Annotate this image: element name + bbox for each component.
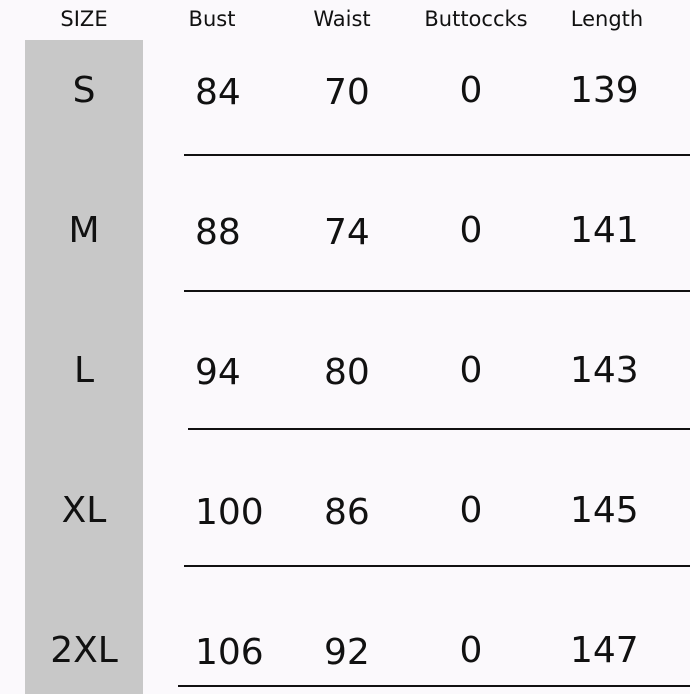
size-cell: M (68, 210, 99, 251)
table-cells: SIZE Bust Waist Buttoccks Length S 84 70 0 139 M 88… (50, 7, 643, 673)
waist-cell: 70 (324, 72, 370, 113)
column-header: Waist (313, 7, 370, 31)
column-header: Bust (189, 7, 236, 31)
bust-cell: 100 (195, 492, 264, 533)
waist-cell: 92 (324, 632, 370, 673)
bust-cell: 84 (195, 72, 241, 113)
buttocks-cell: 0 (460, 210, 483, 251)
waist-cell: 74 (324, 212, 370, 253)
size-cell: S (73, 70, 96, 111)
size-column-band (25, 40, 143, 694)
bust-cell: 94 (195, 352, 241, 393)
buttocks-cell: 0 (460, 630, 483, 671)
bust-cell: 88 (195, 212, 241, 253)
column-header: Buttoccks (424, 7, 527, 31)
length-cell: 145 (570, 490, 639, 531)
bust-cell: 106 (195, 632, 264, 673)
length-cell: 143 (570, 350, 639, 391)
size-cell: 2XL (50, 630, 118, 671)
length-cell: 147 (570, 630, 639, 671)
waist-cell: 80 (324, 352, 370, 393)
size-cell: XL (62, 490, 107, 531)
buttocks-cell: 0 (460, 70, 483, 111)
length-cell: 139 (570, 70, 639, 111)
buttocks-cell: 0 (460, 490, 483, 531)
buttocks-cell: 0 (460, 350, 483, 391)
length-cell: 141 (570, 210, 639, 251)
size-cell: L (74, 350, 94, 391)
column-header: SIZE (60, 7, 107, 31)
waist-cell: 86 (324, 492, 370, 533)
column-header: Length (571, 7, 643, 31)
